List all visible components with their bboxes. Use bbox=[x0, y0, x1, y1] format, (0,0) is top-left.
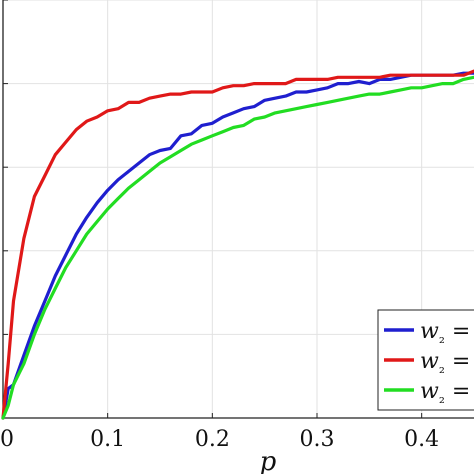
series-line-1 bbox=[1, 71, 474, 420]
x-tick-label: 0.1 bbox=[90, 427, 125, 452]
legend-label-1: w₂ = bbox=[420, 319, 470, 347]
legend-label-2: w₂ = bbox=[420, 349, 470, 377]
x-tick-label: 0.2 bbox=[195, 427, 230, 452]
series-line-3 bbox=[1, 75, 474, 420]
series-lines bbox=[1, 69, 474, 420]
x-axis-label: p bbox=[260, 447, 277, 474]
series-line-2 bbox=[1, 69, 474, 420]
tick-labels: 0 0.1 0.2 0.3 0.4 bbox=[0, 427, 439, 452]
legend: w₂ =w₂ =w₂ = bbox=[377, 309, 474, 411]
x-tick-label: 0.4 bbox=[404, 427, 439, 452]
x-tick-label: 0.3 bbox=[300, 427, 335, 452]
x-tick-label: 0 bbox=[0, 427, 14, 452]
legend-label-3: w₂ = bbox=[420, 379, 470, 407]
